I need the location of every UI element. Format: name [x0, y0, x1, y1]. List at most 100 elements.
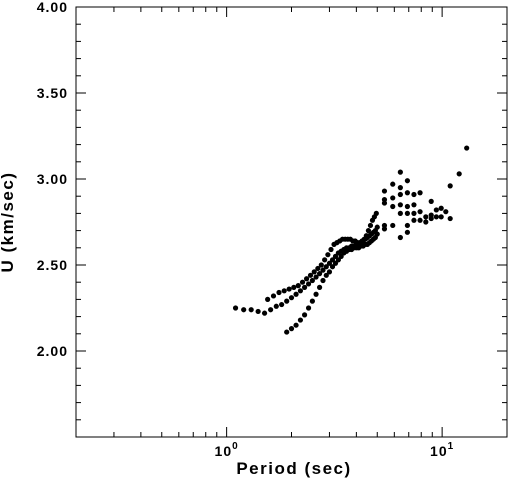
data-point: [284, 329, 290, 335]
data-point: [332, 253, 339, 259]
data-point: [367, 222, 374, 229]
y-axis-ticks: 2.00 2.50 3.00 3.50 4.00: [37, 0, 507, 438]
data-point: [316, 284, 323, 290]
data-point: [397, 202, 403, 208]
data-point: [322, 257, 328, 263]
data-point: [411, 217, 417, 223]
data-point: [299, 279, 306, 285]
data-point: [326, 260, 333, 266]
data-point: [307, 272, 314, 278]
data-point: [318, 262, 324, 268]
x-tick-label: 101: [430, 441, 454, 459]
data-point: [325, 252, 331, 258]
data-point: [397, 169, 403, 175]
data-point: [261, 310, 268, 316]
data-point: [301, 284, 308, 290]
data-point: [268, 307, 274, 313]
data-point: [248, 307, 254, 313]
y-tick-label: 3.50: [37, 85, 68, 101]
x-axis-title: Period (sec): [236, 459, 351, 478]
data-point: [329, 264, 336, 270]
data-point: [313, 291, 319, 297]
data-point: [313, 274, 319, 280]
data-point: [288, 295, 295, 301]
data-point: [297, 288, 304, 294]
data-point: [305, 281, 312, 287]
data-point: [303, 276, 310, 282]
data-point: [328, 246, 334, 253]
data-point: [438, 214, 444, 220]
data-point: [417, 217, 423, 223]
data-point: [417, 209, 423, 215]
data-point: [286, 286, 292, 292]
data-point: [291, 284, 297, 290]
data-point: [301, 312, 308, 318]
data-point: [411, 191, 417, 198]
data-point: [443, 209, 449, 215]
y-tick-label: 2.50: [37, 257, 68, 273]
data-point: [320, 267, 326, 273]
data-point: [323, 272, 329, 278]
data-point: [293, 291, 299, 297]
data-point: [329, 257, 336, 263]
data-point: [428, 215, 434, 222]
data-point: [273, 303, 279, 309]
data-point: [315, 265, 321, 272]
data-point: [397, 191, 403, 198]
data-point: [365, 228, 372, 234]
y-axis-title: U (km/sec): [0, 172, 17, 273]
data-point: [335, 257, 341, 263]
data-point: [390, 181, 396, 187]
data-point: [265, 296, 271, 302]
data-point: [232, 305, 239, 311]
x-tick-label: 100: [215, 441, 239, 459]
data-point: [390, 203, 396, 210]
data-point: [373, 210, 379, 216]
data-point: [316, 271, 323, 277]
data-point: [309, 277, 315, 284]
data-point: [305, 305, 312, 311]
data-point: [397, 185, 403, 191]
data-point: [404, 203, 411, 210]
data-point: [397, 210, 403, 216]
data-points: [232, 145, 470, 335]
data-point: [323, 264, 329, 270]
data-point: [447, 215, 453, 222]
data-point: [428, 198, 434, 204]
data-point: [241, 307, 247, 313]
data-point: [255, 308, 261, 315]
data-point: [423, 214, 429, 220]
data-point: [363, 233, 369, 239]
data-point: [295, 283, 301, 289]
data-point: [404, 222, 411, 229]
data-point: [433, 207, 439, 213]
data-point: [404, 210, 411, 216]
data-point: [326, 269, 333, 275]
y-tick-label: 4.00: [37, 0, 68, 15]
data-point: [332, 260, 339, 266]
data-point: [288, 326, 295, 332]
y-tick-label: 2.00: [37, 343, 68, 359]
data-point: [381, 226, 388, 232]
data-point: [464, 145, 470, 151]
data-point: [281, 288, 287, 294]
data-point: [417, 190, 423, 196]
data-point: [390, 195, 396, 201]
data-point: [433, 214, 439, 220]
data-point: [381, 188, 388, 194]
data-point: [411, 210, 417, 216]
data-point: [438, 205, 444, 211]
data-point: [397, 234, 403, 241]
y-tick-label: 3.00: [37, 171, 68, 187]
data-point: [270, 293, 277, 299]
data-point: [411, 202, 417, 208]
data-point: [381, 200, 388, 206]
data-point: [404, 178, 411, 184]
data-point: [311, 269, 317, 275]
x-axis-ticks: 100 101: [75, 7, 508, 459]
data-point: [374, 224, 380, 230]
data-point: [404, 190, 411, 196]
data-point: [284, 298, 290, 304]
data-point: [297, 317, 304, 323]
data-point: [276, 289, 282, 296]
